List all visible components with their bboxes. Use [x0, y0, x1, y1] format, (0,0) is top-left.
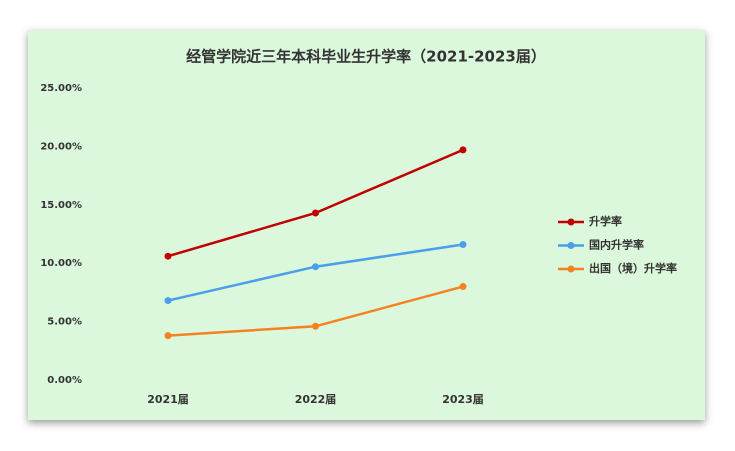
y-tick-label: 20.00%	[40, 141, 82, 152]
data-point	[312, 263, 319, 271]
y-tick-label: 0.00%	[47, 375, 82, 386]
legend-label: 出国（境）升学率	[589, 261, 677, 275]
data-point	[164, 297, 172, 305]
legend-label: 国内升学率	[589, 238, 644, 252]
x-tick-label: 2022届	[295, 393, 337, 406]
legend-marker	[567, 242, 575, 249]
legend-marker	[567, 265, 575, 273]
data-point	[459, 146, 467, 154]
chart-title: 经管学院近三年本科毕业生升学率（2021-2023届）	[186, 48, 546, 66]
y-tick-label: 25.00%	[40, 83, 82, 94]
data-point	[459, 283, 467, 291]
data-point	[312, 209, 319, 217]
data-point	[312, 322, 319, 330]
y-tick-label: 15.00%	[40, 200, 82, 211]
data-point	[459, 241, 467, 249]
y-tick-label: 5.00%	[47, 317, 82, 328]
legend-marker	[567, 218, 575, 226]
x-tick-label: 2023届	[442, 393, 484, 406]
x-tick-label: 2021届	[147, 393, 189, 406]
data-point	[164, 332, 172, 340]
data-point	[164, 252, 172, 260]
chart-background	[28, 30, 705, 420]
legend-label: 升学率	[589, 214, 622, 228]
y-tick-label: 10.00%	[40, 258, 82, 269]
